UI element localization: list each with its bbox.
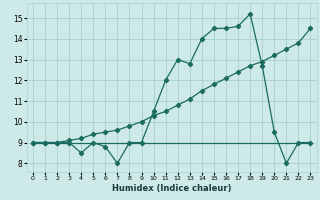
X-axis label: Humidex (Indice chaleur): Humidex (Indice chaleur) bbox=[112, 184, 231, 193]
